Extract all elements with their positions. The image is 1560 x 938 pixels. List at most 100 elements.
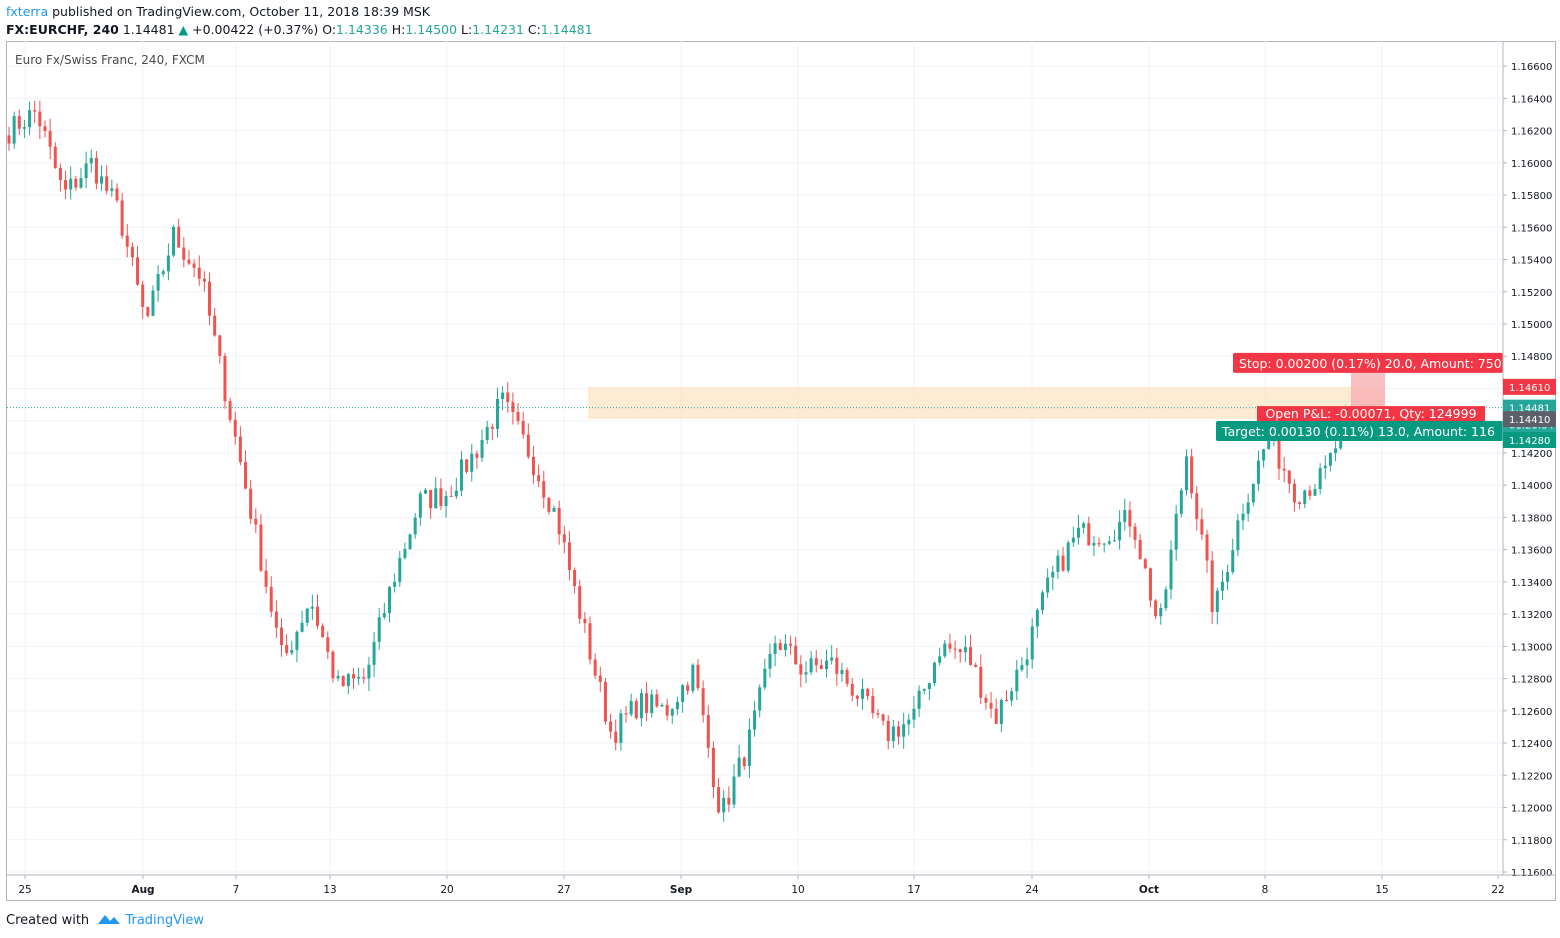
- candle-body: [979, 666, 983, 698]
- y-tick-label: 1.16200: [1511, 127, 1552, 138]
- candle-body: [161, 271, 165, 275]
- candle-body: [1241, 513, 1245, 521]
- candle-body: [141, 284, 145, 307]
- candle-body: [274, 611, 278, 628]
- candle-body: [480, 440, 484, 458]
- low-label: L:: [461, 22, 473, 37]
- candle-body: [609, 721, 613, 732]
- candle-body: [722, 797, 726, 813]
- candle-body: [1200, 519, 1204, 535]
- position-tool[interactable]: Stop: 0.00200 (0.17%) 20.0, Amount: 750 O…: [7, 352, 1503, 442]
- candle-body: [1256, 460, 1260, 484]
- candle-body: [614, 731, 618, 743]
- candle-body: [933, 662, 937, 684]
- candle-body: [1215, 590, 1219, 612]
- x-tick-label: 8: [1262, 884, 1269, 896]
- candle-body: [1308, 490, 1312, 496]
- x-tick-label: 27: [557, 884, 570, 896]
- y-tick-label: 1.16000: [1511, 159, 1552, 170]
- chart-container[interactable]: Stop: 0.00200 (0.17%) 20.0, Amount: 750 O…: [6, 41, 1556, 901]
- candle-body: [295, 631, 299, 651]
- candle-body: [958, 649, 962, 653]
- candle-body: [526, 434, 530, 457]
- candle-body: [280, 627, 284, 646]
- candle-body: [1251, 483, 1255, 503]
- candle-body: [105, 176, 109, 192]
- candle-body: [357, 677, 361, 679]
- candle-body: [254, 518, 258, 525]
- high-label: H:: [391, 22, 406, 37]
- candle-body: [737, 757, 741, 777]
- candle-body: [639, 693, 643, 719]
- stop-label-box: [1233, 352, 1503, 373]
- candle-body: [1020, 665, 1024, 670]
- chart-border: [6, 41, 1556, 901]
- candle-body: [213, 315, 217, 336]
- candle-body: [79, 178, 83, 188]
- candle-body: [881, 714, 885, 721]
- candle-body: [1015, 669, 1019, 692]
- candle-body: [1148, 568, 1152, 601]
- stop-price-tag-box: [1503, 378, 1556, 395]
- candle-body: [866, 688, 870, 697]
- candle-body: [1179, 490, 1183, 514]
- symbol-label: FX:EURCHF, 240: [6, 22, 119, 37]
- candle-body: [768, 653, 772, 669]
- candle-body: [110, 188, 114, 192]
- candle-body: [166, 255, 170, 272]
- candle-body: [228, 401, 232, 420]
- x-tick-label: Sep: [670, 884, 693, 896]
- candle-body: [1143, 559, 1147, 569]
- price-axis[interactable]: 1.16600 1.16400 1.16200 1.16000 1.15800 1.156…: [1502, 41, 1556, 879]
- candle-body: [567, 542, 571, 570]
- candle-body: [943, 643, 947, 657]
- y-tick-label: 1.12400: [1511, 739, 1552, 750]
- candle-body: [1025, 659, 1029, 666]
- candle-body: [1071, 537, 1075, 543]
- y-tick-label: 1.15600: [1511, 223, 1552, 234]
- candle-body: [120, 200, 124, 236]
- candle-body: [341, 676, 345, 687]
- y-tick-label: 1.14800: [1511, 352, 1552, 363]
- author-link[interactable]: fxterra: [6, 4, 49, 19]
- candle-body: [537, 475, 541, 482]
- candle-body: [208, 281, 212, 316]
- candle-body: [907, 719, 911, 725]
- candle-body: [593, 659, 597, 676]
- candle-body: [603, 681, 607, 722]
- candle-body: [1066, 542, 1070, 571]
- candle-body: [655, 694, 659, 707]
- candle-body: [1246, 502, 1250, 514]
- candle-body: [562, 534, 566, 543]
- candle-body: [1313, 489, 1317, 496]
- candle-body: [393, 581, 397, 587]
- candle-body: [495, 398, 499, 429]
- candle-body: [403, 548, 407, 559]
- candle-body: [1328, 453, 1332, 466]
- candle-body: [259, 524, 263, 571]
- candle-body: [316, 606, 320, 626]
- candle-body: [830, 657, 834, 661]
- candle-body: [897, 726, 901, 737]
- candle-body: [799, 664, 803, 675]
- tradingview-logo-icon: [98, 915, 121, 924]
- price-chart[interactable]: Stop: 0.00200 (0.17%) 20.0, Amount: 750 O…: [6, 41, 1556, 901]
- open-label: O:: [322, 22, 337, 37]
- candle-body: [22, 127, 26, 129]
- candle-body: [192, 263, 196, 268]
- candle-body: [454, 490, 458, 497]
- time-axis[interactable]: 25 Aug 7 13 20 27 Sep 10 17 24 Oct 8 15 22: [6, 874, 1556, 896]
- candle-body: [423, 489, 427, 494]
- candle-body: [33, 110, 37, 112]
- candle-body: [1138, 539, 1142, 560]
- candle-body: [1076, 527, 1080, 538]
- candle-body: [989, 702, 993, 709]
- y-tick-label: 1.15800: [1511, 191, 1552, 202]
- candle-body: [346, 674, 350, 687]
- candle-body: [1210, 560, 1214, 612]
- tradingview-link[interactable]: TradingView: [125, 913, 204, 928]
- candle-body: [773, 643, 777, 654]
- y-tick-label: 1.15200: [1511, 288, 1552, 299]
- candle-body: [999, 699, 1003, 724]
- y-tick-label: 1.14200: [1511, 449, 1552, 460]
